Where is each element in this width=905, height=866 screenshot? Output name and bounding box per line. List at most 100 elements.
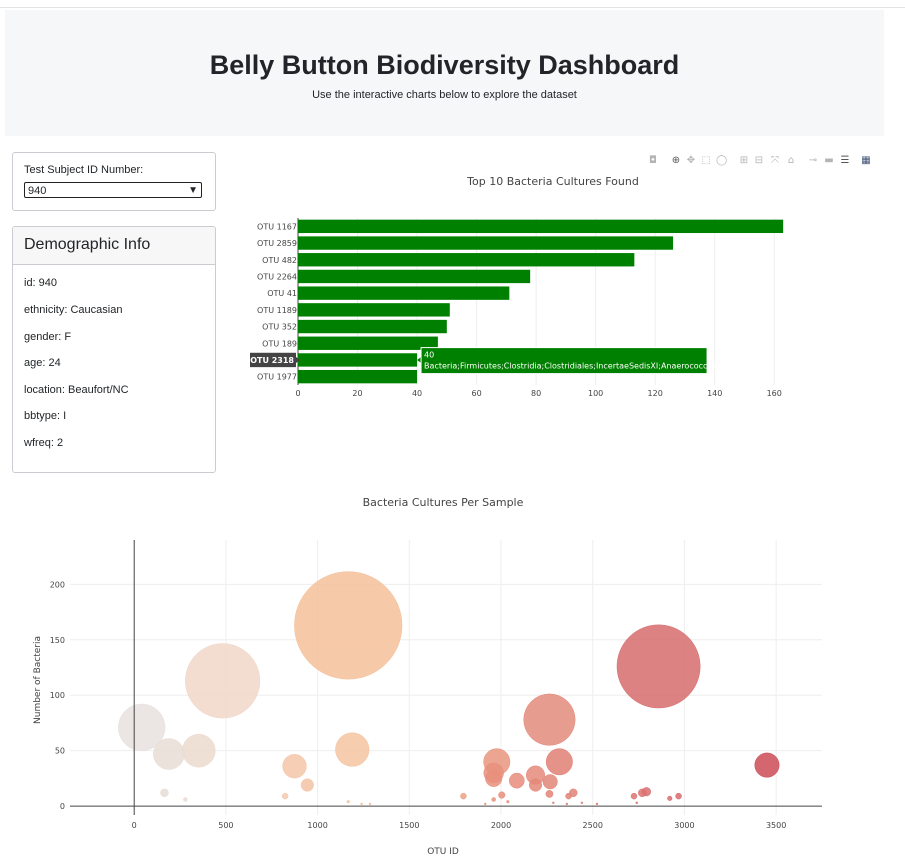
bar-x-tick-label: 160 [767,389,782,398]
bubble-point[interactable] [360,802,363,806]
bubble-point[interactable] [754,752,780,778]
bar-x-tick-label: 80 [531,389,541,398]
bar-y-tick-label: OTU 2264 [257,272,297,281]
bar[interactable] [298,303,450,317]
bubble-point[interactable] [182,733,216,768]
demographic-info-card: Demographic Info id: 940 ethnicity: Cauc… [12,226,216,473]
bar[interactable] [298,219,784,234]
bubble-point[interactable] [638,788,647,798]
bubble-point[interactable] [526,765,545,785]
plotly-logo-icon[interactable]: ▦ [861,155,871,166]
bubble-y-tick-label: 50 [55,747,65,756]
bubble-point[interactable] [294,571,403,680]
bubble-point[interactable] [118,703,166,752]
bar-tooltip [420,347,708,375]
bubble-x-tick-label: 3000 [674,821,694,830]
bubble-x-axis-label: OTU ID [427,847,459,857]
bubble-point[interactable] [281,792,289,800]
bubble-point[interactable] [460,792,467,800]
bubble-point[interactable] [484,802,487,806]
demographic-info-header: Demographic Info [13,227,215,265]
bubble-chart-title: Bacteria Cultures Per Sample [363,496,524,509]
bar[interactable] [298,236,674,250]
bubble-point[interactable] [616,624,701,709]
demographic-info-title: Demographic Info [24,236,151,253]
subject-selector-label: Test Subject ID Number: [24,164,144,176]
bar[interactable] [298,369,418,384]
bar[interactable] [298,353,418,367]
bubble-x-tick-label: 2000 [491,821,511,830]
bubble-point[interactable] [675,792,682,800]
bubble-point[interactable] [282,754,307,779]
bar[interactable] [298,253,635,267]
bubble-point[interactable] [595,802,599,806]
bar-y-tick-label: OTU 1167 [257,222,297,231]
subject-id-select[interactable]: 940 ▼ [24,182,202,198]
bar-y-tick-label: OTU 2859 [257,239,297,248]
bubble-y-tick-label: 150 [50,636,65,645]
bubble-point[interactable] [506,800,510,804]
bubble-point[interactable] [368,802,372,806]
bubble-point[interactable] [153,738,185,770]
bubble-point[interactable] [523,693,576,746]
demo-row-bbtype: bbtype: I [24,410,67,422]
camera-icon[interactable]: ◘ [649,155,657,166]
bubble-point[interactable] [483,762,504,784]
autoscale-icon[interactable]: ⤧ [771,155,779,166]
bubble-point[interactable] [569,788,578,798]
zoom-out-icon[interactable]: ⊟ [754,155,764,166]
hover-category-pointer [296,356,300,363]
bubble-point[interactable] [485,769,503,787]
bubble-point[interactable] [160,788,169,798]
bubble-point[interactable] [635,801,639,805]
bar[interactable] [298,269,531,284]
bar-x-tick-label: 60 [471,389,481,398]
bubble-point[interactable] [498,791,506,799]
bubble-point[interactable] [335,732,370,767]
bar[interactable] [298,286,510,300]
bar[interactable] [298,319,447,334]
pan-icon[interactable]: ✥ [686,155,696,166]
bubble-point[interactable] [565,802,569,806]
bubble-point[interactable] [528,778,543,792]
bubble-x-tick-label: 1500 [399,821,419,830]
lasso-icon[interactable]: ◯ [716,155,728,166]
bubble-point[interactable] [346,800,350,804]
bubble-point[interactable] [565,792,572,800]
hover-compare-icon[interactable]: ☰ [840,155,850,166]
home-icon[interactable]: ⌂ [787,155,795,166]
page-title: Belly Button Biodiversity Dashboard [209,50,680,80]
bubble-point[interactable] [300,778,314,792]
bubble-point[interactable] [542,774,558,790]
bubble-point[interactable] [667,795,673,801]
bubble-point[interactable] [552,801,555,805]
bubble-point[interactable] [630,792,638,800]
bar[interactable] [298,336,438,350]
bubble-point[interactable] [491,797,496,802]
bubble-x-tick-label: 500 [218,821,233,830]
bar-y-tick-label: OTU 352 [262,323,297,332]
bar-x-tick-label: 0 [295,389,300,398]
bubble-point[interactable] [508,772,525,789]
zoom-in-icon[interactable]: ⊞ [739,155,749,166]
bar-x-tick-label: 120 [648,389,663,398]
bubble-point[interactable] [185,643,261,719]
bubble-point[interactable] [545,790,554,798]
bubble-point[interactable] [580,801,584,805]
spike-lines-icon[interactable]: ⊸ [808,155,818,166]
hover-closest-icon[interactable]: ▬ [824,155,834,166]
bubble-point[interactable] [483,748,511,776]
tooltip-value: 40 [424,351,434,360]
subject-selector-card: Test Subject ID Number: 940 ▼ [12,152,216,211]
bubble-point[interactable] [545,748,573,776]
bubble-point[interactable] [641,787,652,797]
header-banner: Belly Button Biodiversity Dashboard Use … [5,10,884,136]
chevron-down-icon: ▼ [188,185,198,196]
zoom-icon[interactable]: ⊕ [671,155,681,166]
bubble-x-tick-label: 3500 [766,821,786,830]
bubble-point[interactable] [183,797,188,802]
box-select-icon[interactable]: ⬚ [701,155,711,166]
hover-category-box [250,352,296,368]
page-subtitle: Use the interactive charts below to expl… [312,89,577,101]
bar-y-tick-label: OTU 1189 [257,306,297,315]
